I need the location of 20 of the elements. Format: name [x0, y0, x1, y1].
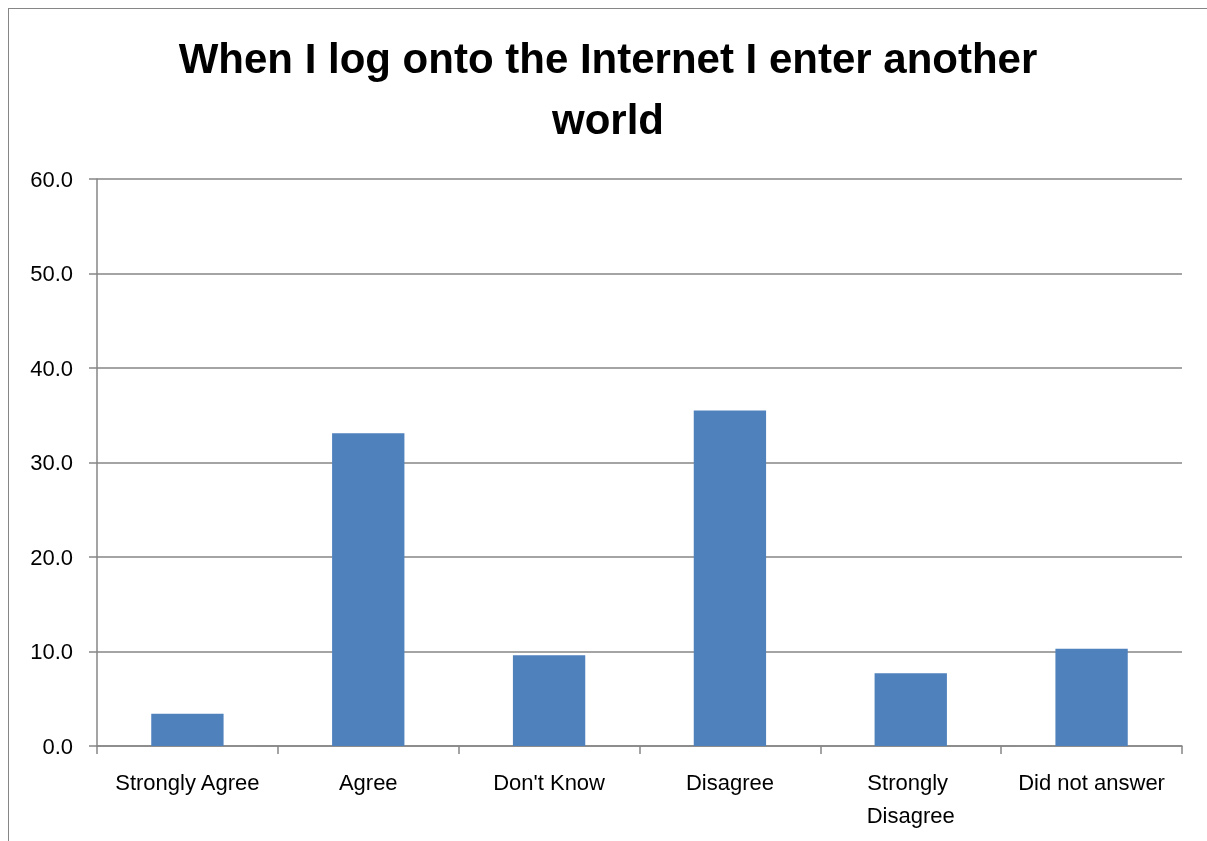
y-tick-label: 10.0: [30, 639, 73, 664]
y-tick-label: 50.0: [30, 261, 73, 286]
y-tick-label: 0.0: [42, 733, 73, 759]
x-tick-label: Did not answer: [1018, 770, 1165, 795]
y-tick-label: 40.0: [30, 355, 73, 381]
x-tick-label: Strongly Agree: [115, 770, 260, 795]
x-tick-label: Disagree: [685, 770, 774, 795]
bar: [151, 713, 224, 746]
bar: [1055, 648, 1128, 746]
x-tick-label: Don't Know: [493, 770, 606, 795]
bar: [512, 655, 586, 746]
bar: [693, 410, 767, 746]
x-tick-label: Strongly Disagree: [866, 770, 955, 828]
bar: [332, 433, 405, 746]
y-tick-label: 20.0: [30, 544, 73, 570]
y-tick-label: 30.0: [30, 450, 73, 475]
chart-title: When I log onto the Internet I enter another world: [177, 34, 1039, 145]
x-tick-label: Agree: [338, 770, 398, 795]
bar: [874, 673, 947, 746]
y-tick-label: 60.0: [30, 166, 73, 192]
